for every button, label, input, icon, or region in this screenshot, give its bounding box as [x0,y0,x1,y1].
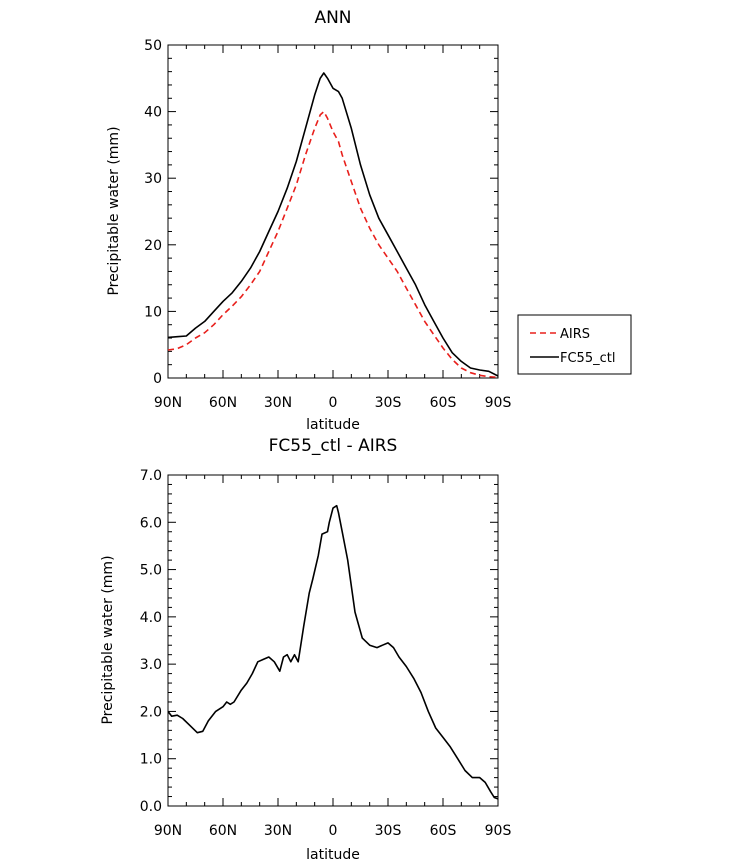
y-tick-label: 10 [144,304,162,320]
series-line-airs [167,110,499,379]
x-tick-label: 30N [264,395,292,411]
chart-title: ANN [314,8,351,28]
legend-label-fc55-ctl: FC55_ctl [560,351,615,366]
y-tick-label: 1.0 [140,752,162,768]
x-tick-label: 0 [329,823,338,839]
y-tick-label: 30 [144,171,162,187]
x-tick-label: 30S [375,395,402,411]
x-tick-label: 60S [430,395,457,411]
legend: AIRS FC55_ctl [517,314,632,375]
x-tick-label: 60S [430,823,457,839]
x-tick-label: 90N [154,395,182,411]
y-axis-label: Precipitable water (mm) [106,126,122,295]
y-tick-label: 4.0 [140,610,162,626]
panel-difference: FC55_ctl - AIRS 0.0 1.0 2.0 3.0 4.0 5.0 6.0 7.0… [100,436,511,863]
y-tick-label: 0.0 [140,799,162,815]
x-axis-label: latitude [306,847,360,863]
x-tick-label: 30N [264,823,292,839]
x-tick-label: 0 [329,395,338,411]
y-tick-label: 6.0 [140,515,162,531]
y-tick-label: 50 [144,38,162,54]
series-line-series-0 [167,504,499,800]
x-tick-label: 60N [209,823,237,839]
x-tick-label: 60N [209,395,237,411]
y-tick-label: 3.0 [140,657,162,673]
series-line-fc55-ctl [167,72,499,377]
x-tick-label: 90N [154,823,182,839]
chart-title: FC55_ctl - AIRS [269,436,398,456]
y-tick-label: 40 [144,105,162,121]
plot-area: 0.0 1.0 2.0 3.0 4.0 5.0 6.0 7.0 90N 60N 30N 0 30S 60S… [140,468,512,839]
y-axis-label: Precipitable water (mm) [100,555,116,724]
y-tick-label: 2.0 [140,704,162,720]
plot-area: 0 10 20 30 40 50 90N 60N 30N 0 30S 60S 90S [144,38,511,411]
x-tick-label: 90S [485,395,512,411]
x-axis-label: latitude [306,417,360,433]
x-tick-label: 30S [375,823,402,839]
legend-label-airs: AIRS [560,327,590,342]
y-tick-label: 0 [153,371,162,387]
plot-frame [167,44,499,379]
x-tick-label: 90S [485,823,512,839]
y-tick-label: 20 [144,238,162,254]
y-tick-label: 7.0 [140,468,162,484]
legend-box [517,314,632,375]
y-tick-label: 5.0 [140,563,162,579]
panel-annual-precipitable-water: ANN 0 10 20 30 40 50 90N 60N 30N 0 30S 60S 90S latit… [106,8,632,433]
plot-frame [167,474,499,807]
